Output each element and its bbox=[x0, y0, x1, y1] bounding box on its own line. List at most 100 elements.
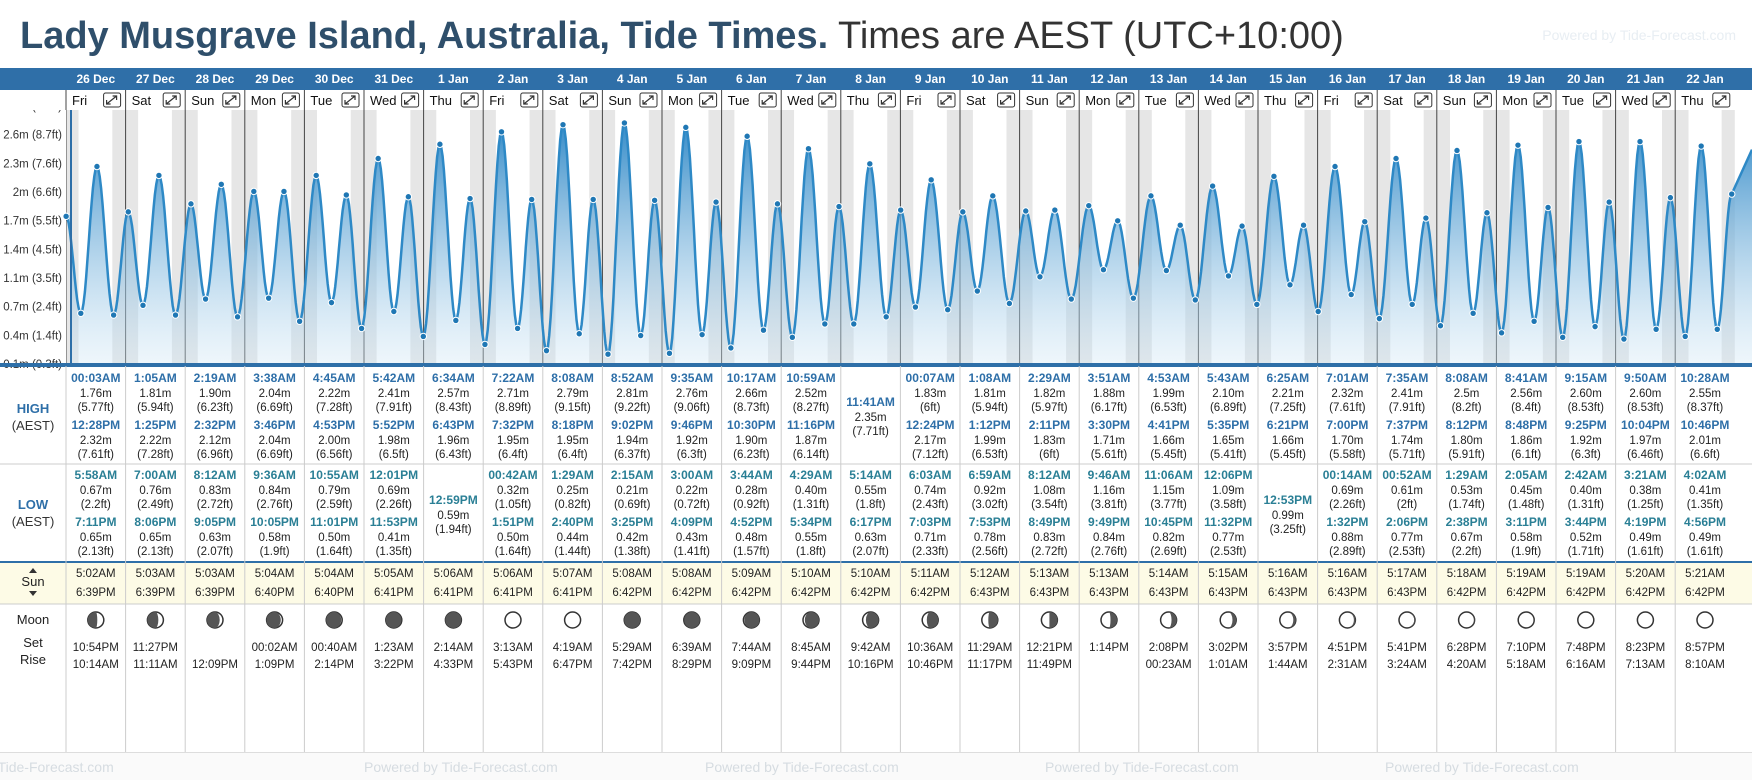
moonrise-time: 4:33PM bbox=[434, 659, 474, 671]
high-tide-time: 00:07AM bbox=[906, 371, 955, 385]
low-tide-height-ft: (1.9ft) bbox=[1511, 546, 1541, 558]
low-tide-height-ft: (3.25ft) bbox=[1270, 524, 1307, 536]
sunrise-time: 5:16AM bbox=[1328, 568, 1368, 580]
low-tide-height-m: 0.58m bbox=[1510, 532, 1542, 544]
sunset-arrow-icon bbox=[29, 591, 37, 596]
moonrise-time: 5:18AM bbox=[1506, 659, 1546, 671]
low-tide-height-ft: (1.64ft) bbox=[316, 546, 353, 558]
high-tide-time: 1:05AM bbox=[134, 371, 177, 385]
high-tide-height-ft: (9.15ft) bbox=[554, 402, 591, 414]
high-tide-time: 9:25PM bbox=[1565, 418, 1607, 432]
sunrise-arrow-icon bbox=[29, 568, 37, 573]
low-tide-height-ft: (1.05ft) bbox=[495, 499, 532, 511]
tide-point bbox=[866, 160, 874, 168]
tide-point bbox=[1514, 141, 1522, 149]
low-tide-height-m: 0.42m bbox=[616, 532, 648, 544]
low-tide-time: 8:49PM bbox=[1028, 515, 1070, 529]
high-tide-height-ft: (6.56ft) bbox=[316, 449, 353, 461]
high-tide-time: 2:11PM bbox=[1029, 418, 1070, 432]
low-tide-time: 00:14AM bbox=[1323, 468, 1372, 482]
high-tide-height-ft: (5.97ft) bbox=[1031, 402, 1068, 414]
sunset-time: 6:39PM bbox=[136, 587, 176, 599]
expand-icon-arrow bbox=[106, 95, 118, 105]
date-label: 2 Jan bbox=[498, 72, 529, 86]
tide-point bbox=[187, 200, 195, 208]
tide-point bbox=[1375, 314, 1384, 323]
high-tide-height-ft: (6.1ft) bbox=[1511, 449, 1541, 461]
low-tide-time: 5:58AM bbox=[74, 468, 117, 482]
title-timezone: Times are AEST (UTC+10:00) bbox=[838, 15, 1344, 57]
sunset-time: 6:43PM bbox=[1328, 587, 1368, 599]
high-tide-time: 3:38AM bbox=[253, 371, 296, 385]
high-tide-time: 9:15AM bbox=[1564, 371, 1607, 385]
weekday-label: Sun bbox=[191, 93, 214, 108]
high-tide-height-ft: (9.22ft) bbox=[614, 402, 651, 414]
high-tide-height-m: 2.55m bbox=[1689, 388, 1721, 400]
high-tide-height-m: 1.92m bbox=[676, 435, 708, 447]
tide-point bbox=[109, 311, 118, 319]
high-tide-height-m: 2.79m bbox=[557, 388, 589, 400]
high-tide-height-ft: (7.61ft) bbox=[78, 449, 115, 461]
moon-phase-icon bbox=[563, 611, 582, 629]
high-tide-time: 6:43PM bbox=[432, 418, 474, 432]
expand-icon-arrow bbox=[880, 95, 892, 105]
tide-point bbox=[1483, 209, 1491, 217]
tide-point bbox=[911, 303, 920, 311]
low-tide-height-m: 0.50m bbox=[318, 532, 350, 544]
low-tide-height-m: 0.77m bbox=[1212, 532, 1244, 544]
date-label: 5 Jan bbox=[676, 72, 707, 86]
low-tide-height-m: 0.76m bbox=[139, 485, 171, 497]
high-tide-height-m: 2.35m bbox=[855, 412, 887, 424]
expand-icon bbox=[579, 92, 598, 108]
low-tide-time: 3:25PM bbox=[611, 515, 653, 529]
low-tide-height-ft: (0.82ft) bbox=[554, 499, 591, 511]
high-tide-height-m: 1.90m bbox=[199, 388, 231, 400]
expand-icon-arrow bbox=[344, 95, 356, 105]
high-tide-height-ft: (5.45ft) bbox=[1150, 449, 1187, 461]
moonset-time: 8:23PM bbox=[1626, 642, 1666, 654]
tide-point bbox=[374, 154, 382, 163]
tide-point bbox=[1392, 154, 1400, 163]
tide-point bbox=[312, 171, 320, 180]
moonset-time: 3:57PM bbox=[1268, 642, 1308, 654]
high-tide-height-m: 2.22m bbox=[139, 435, 171, 447]
high-tide-time: 7:32PM bbox=[492, 418, 534, 432]
low-tide-height-m: 0.67m bbox=[80, 485, 112, 497]
expand-icon bbox=[758, 92, 777, 108]
low-tide-height-ft: (0.92ft) bbox=[733, 499, 770, 511]
low-tide-height-ft: (2.07ft) bbox=[197, 546, 234, 558]
weekday-label: Sat bbox=[132, 93, 152, 108]
moon-phase-icon bbox=[1040, 611, 1059, 629]
tide-point bbox=[882, 313, 890, 321]
tide-point bbox=[1530, 317, 1538, 325]
high-tide-height-m: 1.83m bbox=[1033, 435, 1065, 447]
low-tide-height-m: 0.41m bbox=[378, 532, 410, 544]
low-tide-height-m: 1.09m bbox=[1212, 485, 1244, 497]
weekday-label: Mon bbox=[1085, 93, 1110, 108]
weekday-label: Thu bbox=[1681, 93, 1703, 108]
high-tide-time: 10:30PM bbox=[727, 418, 776, 432]
low-tide-height-m: 0.55m bbox=[795, 532, 827, 544]
moon-phase-icon bbox=[1279, 611, 1297, 629]
sunset-time: 6:43PM bbox=[1268, 587, 1308, 599]
high-tide-height-m: 2.21m bbox=[1272, 388, 1304, 400]
low-tide-height-m: 0.40m bbox=[1570, 485, 1602, 497]
high-tide-time: 9:50AM bbox=[1624, 371, 1667, 385]
low-tide-time: 5:34PM bbox=[790, 515, 832, 529]
tide-point bbox=[1162, 266, 1171, 275]
low-tide-height-m: 0.59m bbox=[437, 510, 469, 522]
tide-point bbox=[357, 324, 366, 333]
y-tick-label: 0.7m (2.4ft) bbox=[3, 302, 62, 314]
moon-shadow bbox=[988, 612, 998, 628]
sunrise-time: 5:18AM bbox=[1447, 568, 1487, 580]
moonrise-time: 2:14PM bbox=[314, 659, 354, 671]
low-tide-time: 11:32PM bbox=[1204, 515, 1252, 529]
high-tide-height-ft: (6.3ft) bbox=[1571, 449, 1601, 461]
weekday-label: Tue bbox=[1145, 93, 1167, 108]
low-tide-height-m: 0.21m bbox=[616, 485, 648, 497]
weekday-label: Tue bbox=[1562, 93, 1584, 108]
low-tide-height-ft: (2.53ft) bbox=[1389, 546, 1426, 558]
low-tide-height-ft: (1.25ft) bbox=[1627, 499, 1664, 511]
y-tick-label: 1.1m (3.5ft) bbox=[3, 273, 62, 285]
low-tide-height-ft: (1.64ft) bbox=[495, 546, 532, 558]
